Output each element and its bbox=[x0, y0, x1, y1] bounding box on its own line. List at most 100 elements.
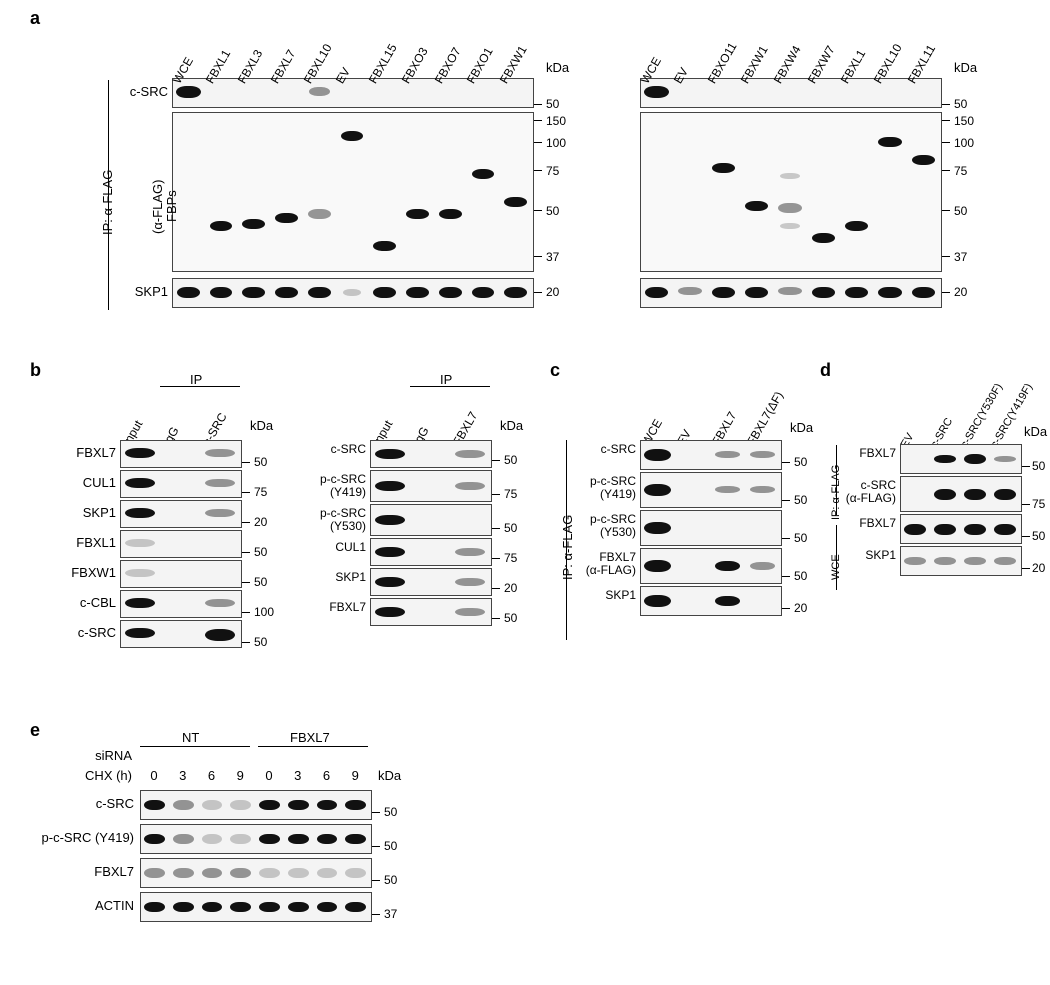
gel-band bbox=[715, 561, 740, 571]
panel-b-right-strip-1 bbox=[370, 470, 492, 502]
panel-c-mw-1: 50 bbox=[794, 493, 807, 507]
panel-b-left-kda: kDa bbox=[250, 418, 273, 433]
panel-b-left-strip-6 bbox=[120, 620, 242, 648]
panel-b-right-mw-3: 75 bbox=[504, 551, 517, 565]
panel-e-row-0: c-SRC bbox=[30, 796, 134, 811]
mw-tick bbox=[534, 104, 542, 105]
mw-tick bbox=[942, 292, 950, 293]
gel-band bbox=[994, 489, 1016, 500]
panel-d-kda: kDa bbox=[1024, 424, 1047, 439]
panel-a-left-fbps-mw-75: 75 bbox=[546, 164, 559, 178]
mw-tick bbox=[782, 462, 790, 463]
gel-band bbox=[904, 524, 926, 535]
gel-band bbox=[994, 456, 1016, 462]
panel-b-left-strip-5 bbox=[120, 590, 242, 618]
panel-b-right-row-2-1: (Y530) bbox=[296, 519, 366, 533]
gel-band bbox=[845, 287, 868, 298]
gel-band bbox=[912, 287, 935, 298]
gel-band bbox=[994, 557, 1016, 565]
mw-tick bbox=[782, 576, 790, 577]
gel-band bbox=[205, 509, 235, 517]
panel-e-time-2: 6 bbox=[208, 768, 215, 783]
panel-c-row-3-1: (α-FLAG) bbox=[570, 563, 636, 577]
panel-b-right-row-1-1: (Y419) bbox=[296, 485, 366, 499]
gel-band bbox=[750, 451, 775, 458]
panel-a-left-skp1-label: SKP1 bbox=[116, 284, 168, 299]
mw-tick bbox=[1022, 504, 1030, 505]
mw-tick bbox=[534, 210, 542, 211]
gel-band bbox=[375, 481, 405, 491]
panel-b-left-ip-header: IP bbox=[190, 372, 202, 387]
panel-b-left-row-3: FBXL1 bbox=[50, 535, 116, 550]
figure-root: a IP: α-FLAG c-SRC 50 kDa FBPs (α-FLAG) … bbox=[0, 0, 1050, 985]
panel-e-time-0: 0 bbox=[150, 768, 157, 783]
panel-b-right-row-0-0: c-SRC bbox=[296, 442, 366, 456]
gel-band bbox=[242, 219, 265, 229]
panel-e-mw-3: 37 bbox=[384, 907, 397, 921]
gel-band bbox=[230, 868, 251, 878]
gel-band bbox=[317, 902, 338, 912]
gel-band bbox=[504, 287, 527, 298]
panel-c-mw-0: 50 bbox=[794, 455, 807, 469]
gel-band bbox=[964, 557, 986, 565]
panel-d-row-2-0: FBXL7 bbox=[840, 516, 896, 530]
panel-b-left-mw-6: 50 bbox=[254, 635, 267, 649]
panel-label-e: e bbox=[30, 720, 40, 741]
panel-b-right-mw-2: 50 bbox=[504, 521, 517, 535]
mw-tick bbox=[492, 494, 500, 495]
panel-a-right-fbps-mw-150: 150 bbox=[954, 114, 974, 128]
gel-band bbox=[878, 287, 901, 298]
panel-c-kda: kDa bbox=[790, 420, 813, 435]
panel-c-strip-1 bbox=[640, 472, 782, 508]
gel-band bbox=[472, 169, 495, 179]
panel-e-chx-label: CHX (h) bbox=[62, 768, 132, 783]
panel-d-mw-2: 50 bbox=[1032, 529, 1045, 543]
panel-a-left-csrc-label: c-SRC bbox=[116, 84, 168, 99]
panel-b-left-row-2: SKP1 bbox=[50, 505, 116, 520]
gel-band bbox=[125, 628, 155, 638]
gel-band bbox=[644, 595, 671, 607]
gel-band bbox=[125, 478, 155, 488]
panel-b-right-mw-0: 50 bbox=[504, 453, 517, 467]
mw-tick bbox=[372, 846, 380, 847]
panel-d-strip-1 bbox=[900, 476, 1022, 512]
mw-tick bbox=[534, 292, 542, 293]
panel-b-left-mw-2: 20 bbox=[254, 515, 267, 529]
gel-band bbox=[644, 449, 671, 461]
mw-tick bbox=[492, 558, 500, 559]
panel-b-right-row-5-0: FBXL7 bbox=[296, 600, 366, 614]
panel-b-left-mw-4: 50 bbox=[254, 575, 267, 589]
gel-band bbox=[778, 203, 801, 213]
gel-band bbox=[173, 868, 194, 878]
panel-b-right-strip-2 bbox=[370, 504, 492, 536]
gel-band bbox=[205, 629, 235, 641]
panel-e-strip-3 bbox=[140, 892, 372, 922]
gel-band bbox=[375, 449, 405, 459]
panel-e-time-7: 9 bbox=[352, 768, 359, 783]
panel-a-left-skp1-strip bbox=[172, 278, 534, 308]
panel-a-left-fbps-strip bbox=[172, 112, 534, 272]
panel-e-sirna-label: siRNA bbox=[62, 748, 132, 763]
gel-band bbox=[745, 201, 768, 211]
mw-tick bbox=[242, 642, 250, 643]
gel-band bbox=[439, 287, 462, 298]
gel-band bbox=[144, 868, 165, 878]
gel-band bbox=[177, 287, 200, 298]
gel-band bbox=[712, 163, 735, 173]
gel-band bbox=[144, 902, 165, 912]
gel-band bbox=[144, 834, 165, 844]
panel-a-right-csrc-mw: 50 bbox=[954, 97, 967, 111]
panel-c-row-4-0: SKP1 bbox=[570, 588, 636, 602]
panel-b-left-strip-2 bbox=[120, 500, 242, 528]
panel-b-right-mw-5: 50 bbox=[504, 611, 517, 625]
gel-band bbox=[375, 607, 405, 617]
panel-b-right-ip-header: IP bbox=[440, 372, 452, 387]
panel-b-left-row-0: FBXL7 bbox=[50, 445, 116, 460]
mw-tick bbox=[942, 142, 950, 143]
gel-band bbox=[259, 902, 280, 912]
panel-c-mw-3: 50 bbox=[794, 569, 807, 583]
panel-b-right-strip-0 bbox=[370, 440, 492, 468]
panel-a-right-fbps-mw-100: 100 bbox=[954, 136, 974, 150]
gel-band bbox=[317, 868, 338, 878]
gel-band bbox=[230, 800, 251, 810]
